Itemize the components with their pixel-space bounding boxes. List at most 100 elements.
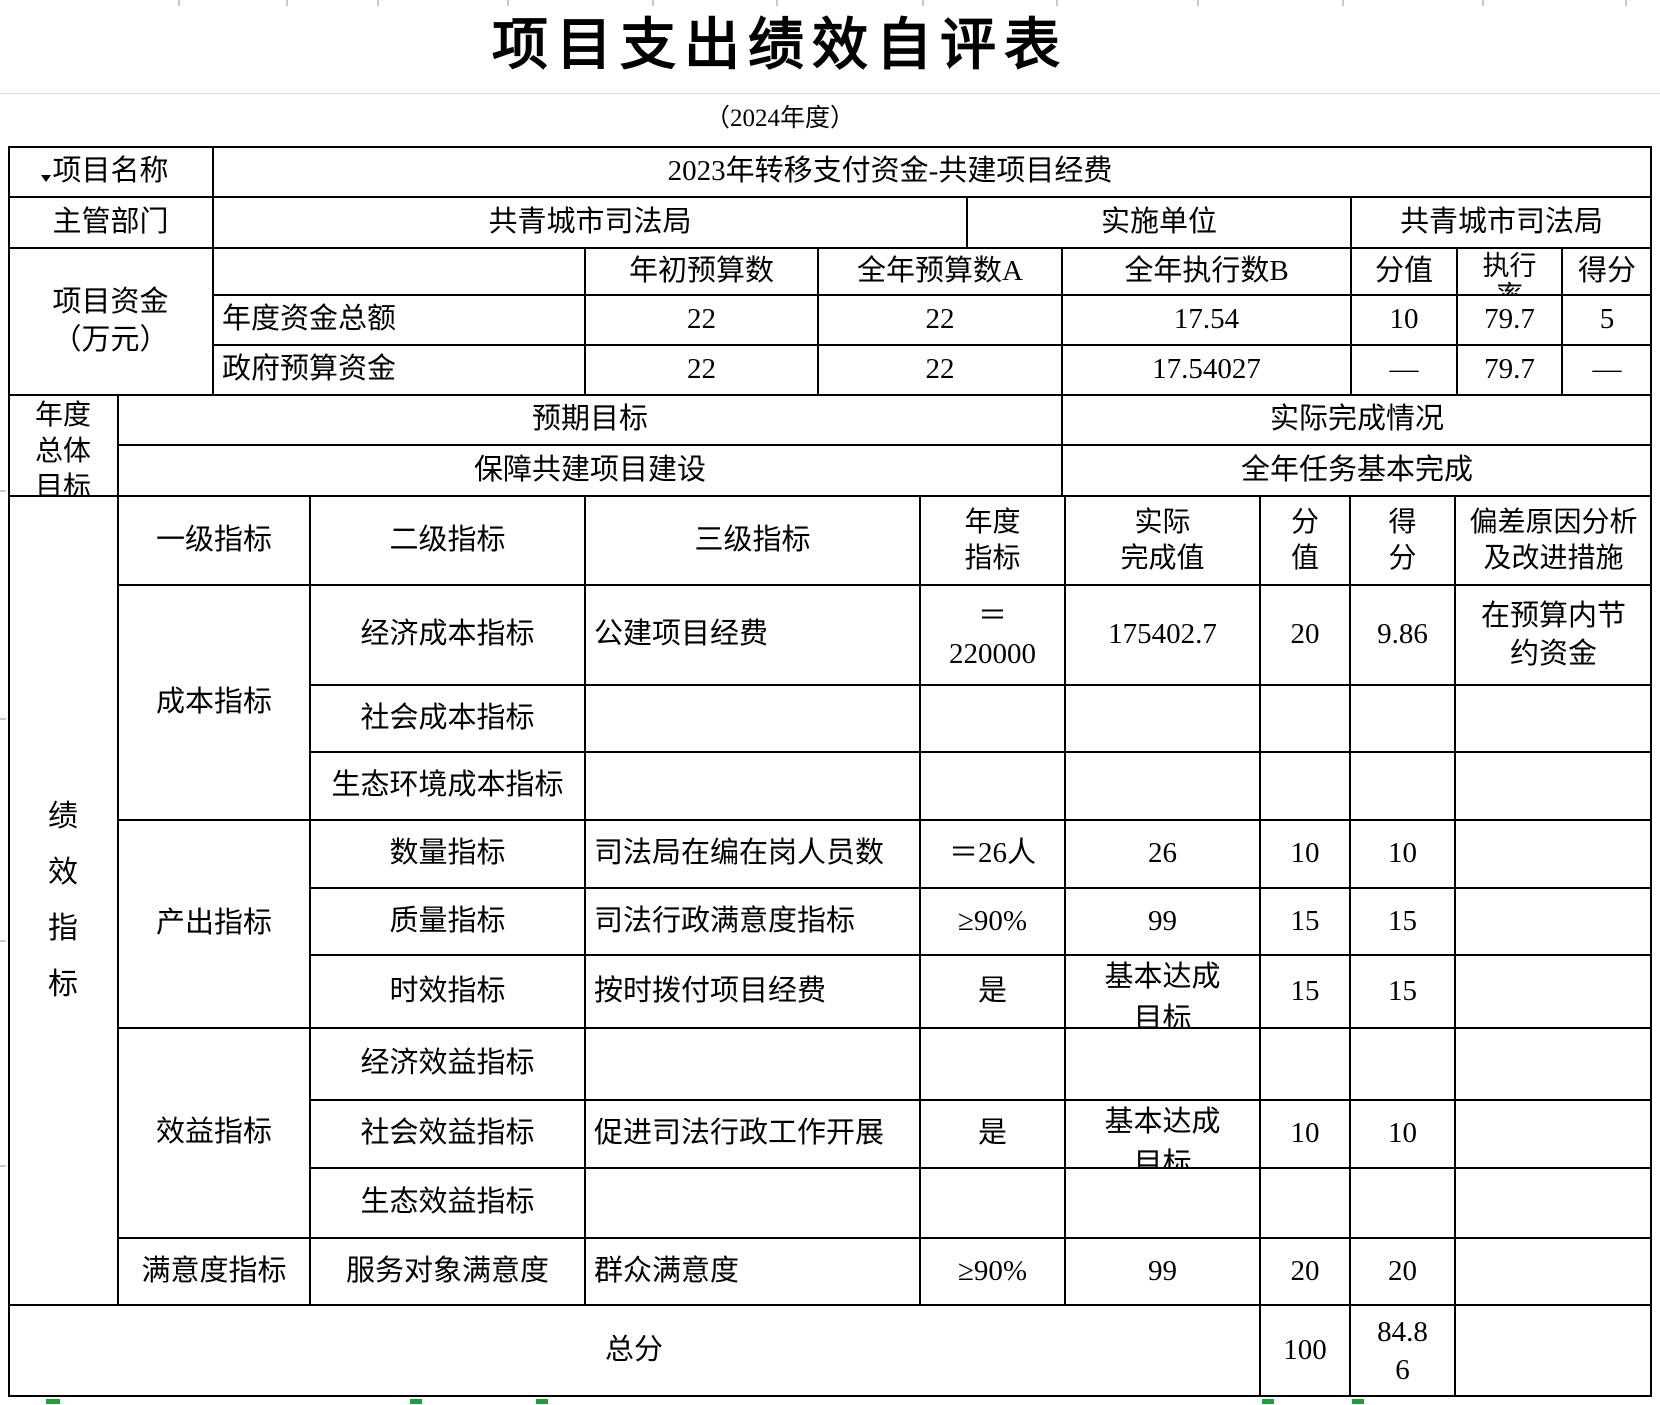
cell-actual[interactable]: 基本达成 目标 <box>1065 955 1260 1028</box>
cell-funds-col-exec[interactable]: 全年执行数B <box>1062 248 1351 295</box>
cell-group-benefit[interactable]: 效益指标 <box>118 1028 310 1238</box>
cell-actual-completion-header[interactable]: 实际完成情况 <box>1062 395 1652 445</box>
cell-funds-rate[interactable]: 79.7 <box>1457 345 1562 395</box>
cell-funds-label[interactable]: 项目资金 （万元） <box>8 248 213 395</box>
cell-empty[interactable] <box>1260 752 1350 820</box>
cell-l3[interactable]: 促进司法行政工作开展 <box>585 1100 920 1168</box>
cell-l2[interactable]: 生态效益指标 <box>310 1168 585 1238</box>
cell-empty[interactable] <box>1260 1028 1350 1100</box>
cell-empty[interactable] <box>1455 888 1652 955</box>
cell-weight[interactable]: 20 <box>1260 1238 1350 1305</box>
cell-actual-completion-value[interactable]: 全年任务基本完成 <box>1062 445 1652 496</box>
cell-empty[interactable] <box>1065 1028 1260 1100</box>
cell-weight[interactable]: 10 <box>1260 1100 1350 1168</box>
cell-header-actual-value[interactable]: 实际 完成值 <box>1065 496 1260 585</box>
cell-empty[interactable] <box>1350 752 1455 820</box>
cell-empty[interactable] <box>585 752 920 820</box>
cell-project-name-label[interactable]: 项目名称 <box>8 146 213 197</box>
cell-empty[interactable] <box>920 752 1065 820</box>
cell-dept-value[interactable]: 共青城市司法局 <box>213 197 967 248</box>
cell-l2[interactable]: 时效指标 <box>310 955 585 1028</box>
cell-weight[interactable]: 10 <box>1260 820 1350 888</box>
cell-impl-value[interactable]: 共青城市司法局 <box>1351 197 1652 248</box>
cell-empty[interactable] <box>920 685 1065 752</box>
cell-target[interactable]: ＝26人 <box>920 820 1065 888</box>
cell-weight[interactable]: 15 <box>1260 955 1350 1028</box>
cell-l2[interactable]: 社会成本指标 <box>310 685 585 752</box>
cell-empty[interactable] <box>1455 955 1652 1028</box>
cell-funds-begin[interactable]: 22 <box>585 295 818 345</box>
cell-empty[interactable] <box>1455 1100 1652 1168</box>
cell-empty[interactable] <box>585 685 920 752</box>
cell-empty[interactable] <box>1350 1168 1455 1238</box>
cell-l2[interactable]: 质量指标 <box>310 888 585 955</box>
cell-empty[interactable] <box>920 1028 1065 1100</box>
cell-funds-col-begin[interactable]: 年初预算数 <box>585 248 818 295</box>
cell-impl-label[interactable]: 实施单位 <box>967 197 1351 248</box>
cell-l2[interactable]: 数量指标 <box>310 820 585 888</box>
cell-header-level1[interactable]: 一级指标 <box>118 496 310 585</box>
cell-total-label[interactable]: 总分 <box>8 1305 1260 1397</box>
cell-funds-score[interactable]: — <box>1562 345 1652 395</box>
cell-score[interactable]: 15 <box>1350 888 1455 955</box>
cell-funds-col-full[interactable]: 全年预算数A <box>818 248 1062 295</box>
cell-expected-goal-value[interactable]: 保障共建项目建设 <box>118 445 1062 496</box>
cell-l2[interactable]: 服务对象满意度 <box>310 1238 585 1305</box>
cell-total-score[interactable]: 84.8 6 <box>1350 1305 1455 1397</box>
cell-l3[interactable]: 司法局在编在岗人员数 <box>585 820 920 888</box>
cell-funds-exec[interactable]: 17.54027 <box>1062 345 1351 395</box>
cell-weight[interactable]: 20 <box>1260 585 1350 685</box>
cell-project-name-value[interactable]: 2023年转移支付资金-共建项目经费 <box>213 146 1652 197</box>
cell-actual[interactable]: 基本达成 目标 <box>1065 1100 1260 1168</box>
cell-empty[interactable] <box>1455 1168 1652 1238</box>
cell-funds-row-label[interactable]: 年度资金总额 <box>213 295 585 345</box>
cell-empty[interactable] <box>1350 1028 1455 1100</box>
cell-empty[interactable] <box>920 1168 1065 1238</box>
cell-actual[interactable]: 26 <box>1065 820 1260 888</box>
cell-dept-label[interactable]: 主管部门 <box>8 197 213 248</box>
cell-actual[interactable]: 99 <box>1065 888 1260 955</box>
cell-header-level3[interactable]: 三级指标 <box>585 496 920 585</box>
cell-funds-weight[interactable]: — <box>1351 345 1457 395</box>
cell-target[interactable]: 是 <box>920 955 1065 1028</box>
cell-funds-col-rate[interactable]: 执行 率 <box>1457 248 1562 295</box>
cell-empty[interactable] <box>1455 752 1652 820</box>
cell-score[interactable]: 20 <box>1350 1238 1455 1305</box>
cell-l3[interactable]: 按时拨付项目经费 <box>585 955 920 1028</box>
cell-empty[interactable] <box>1455 1305 1652 1397</box>
cell-empty[interactable] <box>1455 1238 1652 1305</box>
cell-empty[interactable] <box>585 1028 920 1100</box>
cell-funds-row-label[interactable]: 政府预算资金 <box>213 345 585 395</box>
cell-l3[interactable]: 群众满意度 <box>585 1238 920 1305</box>
cell-l3[interactable]: 公建项目经费 <box>585 585 920 685</box>
cell-funds-col-score[interactable]: 得分 <box>1562 248 1652 295</box>
cell-target[interactable]: ≥90% <box>920 1238 1065 1305</box>
cell-funds-begin[interactable]: 22 <box>585 345 818 395</box>
cell-funds-col-weight[interactable]: 分值 <box>1351 248 1457 295</box>
cell-perf-indicators-label[interactable]: 绩 效 指 标 <box>8 496 118 1305</box>
cell-empty[interactable] <box>1260 685 1350 752</box>
cell-empty[interactable] <box>1065 752 1260 820</box>
cell-header-score[interactable]: 得 分 <box>1350 496 1455 585</box>
cell-actual[interactable]: 99 <box>1065 1238 1260 1305</box>
cell-empty[interactable] <box>1455 1028 1652 1100</box>
cell-funds-score[interactable]: 5 <box>1562 295 1652 345</box>
cell-funds-exec[interactable]: 17.54 <box>1062 295 1351 345</box>
cell-l2[interactable]: 社会效益指标 <box>310 1100 585 1168</box>
cell-empty[interactable] <box>1455 820 1652 888</box>
cell-funds-full[interactable]: 22 <box>818 295 1062 345</box>
cell-score[interactable]: 9.86 <box>1350 585 1455 685</box>
cell-total-weight[interactable]: 100 <box>1260 1305 1350 1397</box>
cell-group-satisfaction[interactable]: 满意度指标 <box>118 1238 310 1305</box>
cell-l3[interactable]: 司法行政满意度指标 <box>585 888 920 955</box>
cell-empty[interactable] <box>1455 685 1652 752</box>
cell-score[interactable]: 10 <box>1350 820 1455 888</box>
cell-score[interactable]: 15 <box>1350 955 1455 1028</box>
cell-target[interactable]: ＝ 220000 <box>920 585 1065 685</box>
cell-expected-goal-header[interactable]: 预期目标 <box>118 395 1062 445</box>
cell-funds-weight[interactable]: 10 <box>1351 295 1457 345</box>
cell-empty[interactable] <box>1260 1168 1350 1238</box>
cell-target[interactable]: 是 <box>920 1100 1065 1168</box>
cell-weight[interactable]: 15 <box>1260 888 1350 955</box>
cell-group-output[interactable]: 产出指标 <box>118 820 310 1028</box>
